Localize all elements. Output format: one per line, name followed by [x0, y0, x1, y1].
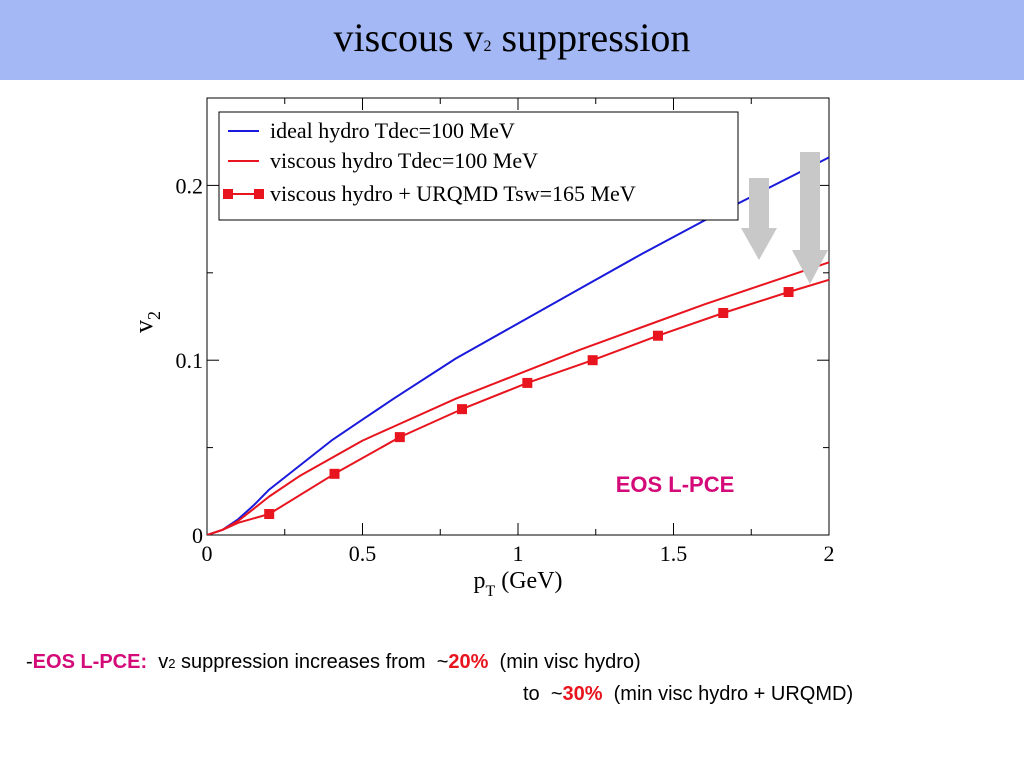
y-tick-label: 0.1: [176, 348, 204, 373]
slide-title: viscous v2 suppression: [0, 14, 1024, 61]
series-viscous-urqmd-marker: [394, 432, 405, 443]
bullet-line-2: to ~30% (min visc hydro + URQMD): [523, 683, 853, 706]
bullet-tilde1: ~: [436, 651, 449, 673]
bullet-tilde2: ~: [550, 683, 563, 705]
legend-marker: [254, 189, 264, 199]
title-subscript: 2: [483, 38, 492, 55]
series-viscous-urqmd-marker: [329, 468, 340, 479]
title-main: viscous v: [333, 15, 484, 60]
eos-annotation: EOS L-PCE: [616, 472, 735, 497]
legend-label-series-viscous-hydro: viscous hydro Tdec=100 MeV: [270, 148, 538, 173]
y-tick-label: 0: [192, 523, 203, 548]
bullet-paren2: (min visc hydro + URQMD): [608, 683, 854, 705]
bullet-v-sub: 2: [168, 656, 176, 671]
series-ideal-hydro-line: [207, 156, 829, 535]
y-axis-label: v2: [129, 311, 164, 333]
suppression-arrow-1: [741, 178, 777, 260]
title-rest: suppression: [491, 15, 691, 60]
bullet-paren1: (min visc hydro): [494, 651, 641, 673]
bullet-line-1: -EOS L-PCE: v2 suppression increases fro…: [26, 651, 641, 674]
x-tick-label: 2: [824, 541, 835, 566]
title-bar: [0, 0, 1024, 80]
bullet-pct1: 20%: [448, 651, 489, 673]
series-viscous-urqmd-marker: [522, 377, 533, 388]
x-tick-label: 0: [202, 541, 213, 566]
series-viscous-urqmd-marker: [264, 509, 275, 520]
series-viscous-hydro-line: [207, 261, 829, 535]
legend-label-series-ideal-hydro: ideal hydro Tdec=100 MeV: [270, 118, 515, 143]
x-axis-label-main: p: [473, 568, 485, 594]
bullet-eos-label: EOS L-PCE:: [32, 651, 148, 673]
series-viscous-urqmd-marker: [718, 308, 729, 319]
legend: ideal hydro Tdec=100 MeV viscous hydro Td…: [218, 111, 739, 221]
suppression-arrow-2: [792, 152, 828, 284]
legend-marker: [223, 189, 233, 199]
bullet-to: to: [523, 683, 546, 705]
series-viscous-urqmd-marker: [652, 330, 663, 341]
y-tick-label: 0.2: [176, 173, 204, 198]
bullet-pct2: 30%: [562, 683, 603, 705]
series-viscous-urqmd-marker: [783, 287, 794, 298]
series-viscous-urqmd-marker: [457, 404, 468, 415]
bullet-dash: -: [26, 651, 33, 673]
x-axis-label-rest: (GeV): [495, 568, 562, 594]
legend-box: [218, 111, 739, 221]
x-tick-label: 0.5: [349, 541, 377, 566]
bullet-v-letter: v: [158, 651, 169, 673]
bullet-text1: suppression increases from: [175, 651, 432, 673]
x-axis-label: pT (GeV): [473, 568, 562, 600]
y-axis-label-sub: 2: [144, 311, 164, 320]
y-axis-label-main: v: [129, 320, 158, 333]
x-axis-label-sub: T: [485, 583, 495, 600]
series-viscous-urqmd-line: [207, 278, 829, 535]
x-tick-label: 1: [513, 541, 524, 566]
series-viscous-urqmd-marker: [587, 355, 598, 366]
x-tick-label: 1.5: [660, 541, 688, 566]
legend-label-series-viscous-urqmd: viscous hydro + URQMD Tsw=165 MeV: [270, 181, 636, 206]
